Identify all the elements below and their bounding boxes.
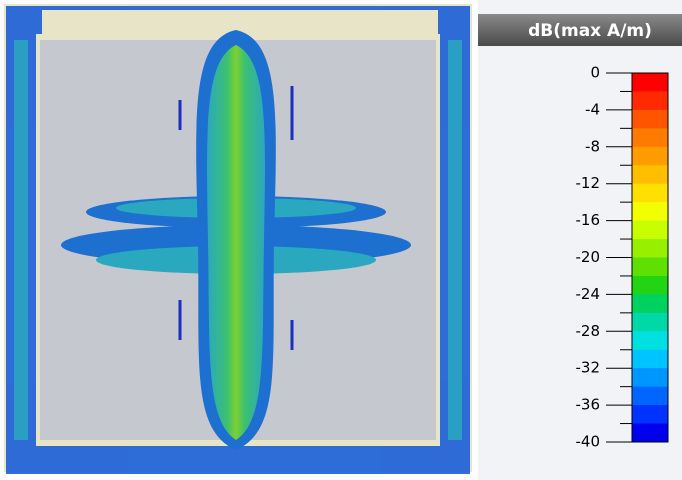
tick-label: -32 <box>576 359 601 377</box>
color-band <box>632 294 668 313</box>
color-band <box>632 128 668 147</box>
tick-label: -24 <box>576 285 601 303</box>
color-band <box>632 258 668 277</box>
legend-title: dB(max A/m) <box>528 21 652 41</box>
color-band <box>632 110 668 129</box>
color-band <box>632 313 668 332</box>
tick-label: -20 <box>576 248 601 266</box>
color-band <box>632 331 668 350</box>
color-band <box>632 147 668 166</box>
color-band <box>632 276 668 295</box>
field-plot <box>0 0 476 478</box>
color-band <box>632 184 668 203</box>
tick-label: -28 <box>576 322 601 340</box>
color-band <box>632 91 668 110</box>
color-band <box>632 221 668 240</box>
tick-label: -40 <box>576 433 601 451</box>
color-band <box>632 73 668 92</box>
tick-label: -12 <box>576 174 601 192</box>
tick-label: -36 <box>576 396 601 414</box>
color-band <box>632 202 668 221</box>
color-band <box>632 405 668 424</box>
tick-label: -16 <box>576 211 601 229</box>
color-band <box>632 368 668 387</box>
color-band <box>632 239 668 258</box>
color-band <box>632 424 668 443</box>
color-band <box>632 165 668 184</box>
tick-label: -8 <box>585 137 600 155</box>
color-band <box>632 387 668 406</box>
color-band <box>632 350 668 369</box>
tick-label: 0 <box>590 64 600 82</box>
screenshot: dB(max A/m) 0 -4 -8 -12 -16 -20 -24 -28 -32 -36 -4… <box>0 0 682 480</box>
tick-label: -4 <box>585 100 600 118</box>
